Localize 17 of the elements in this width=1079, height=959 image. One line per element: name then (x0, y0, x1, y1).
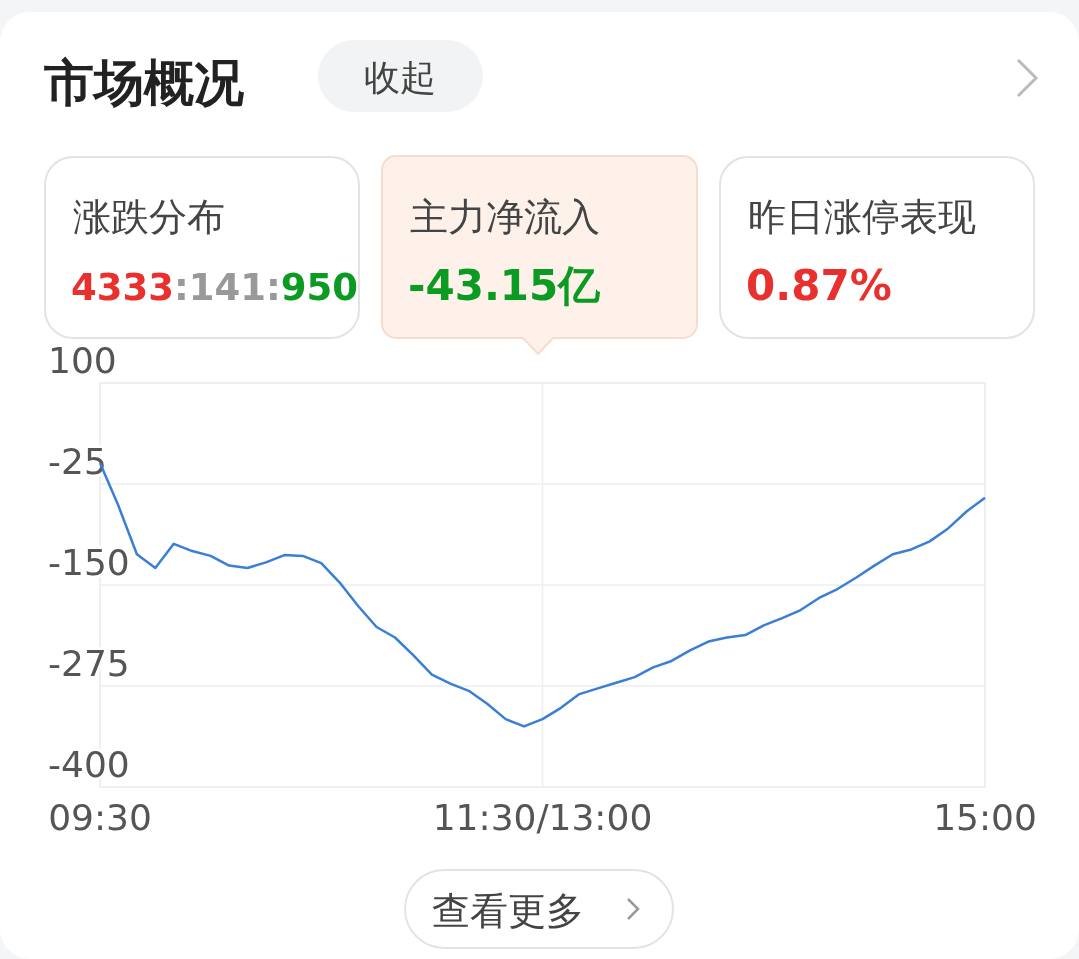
text: 主力净流入 (410, 195, 600, 239)
y-tick-label: -400 (48, 744, 130, 785)
y-tick-label: -275 (48, 643, 130, 684)
y-tick-label: -25 (48, 441, 107, 482)
text: -43.15亿 (408, 261, 602, 310)
x-tick-label: 11:30/13:00 (432, 797, 653, 838)
x-tick-label: 09:30 (48, 797, 152, 838)
text: 昨日涨停表现 (748, 195, 976, 239)
text: 4333:141:950 (71, 266, 359, 309)
text: 0.87% (746, 261, 892, 310)
y-tick-label: -150 (48, 542, 130, 583)
text: 查看更多 (432, 889, 584, 933)
text: 涨跌分布 (73, 195, 225, 239)
text: 收起 (364, 57, 436, 98)
x-tick-label: 15:00 (933, 797, 1037, 838)
y-tick-label: 100 (48, 340, 117, 381)
chart-title: 市场概况 (43, 54, 244, 112)
